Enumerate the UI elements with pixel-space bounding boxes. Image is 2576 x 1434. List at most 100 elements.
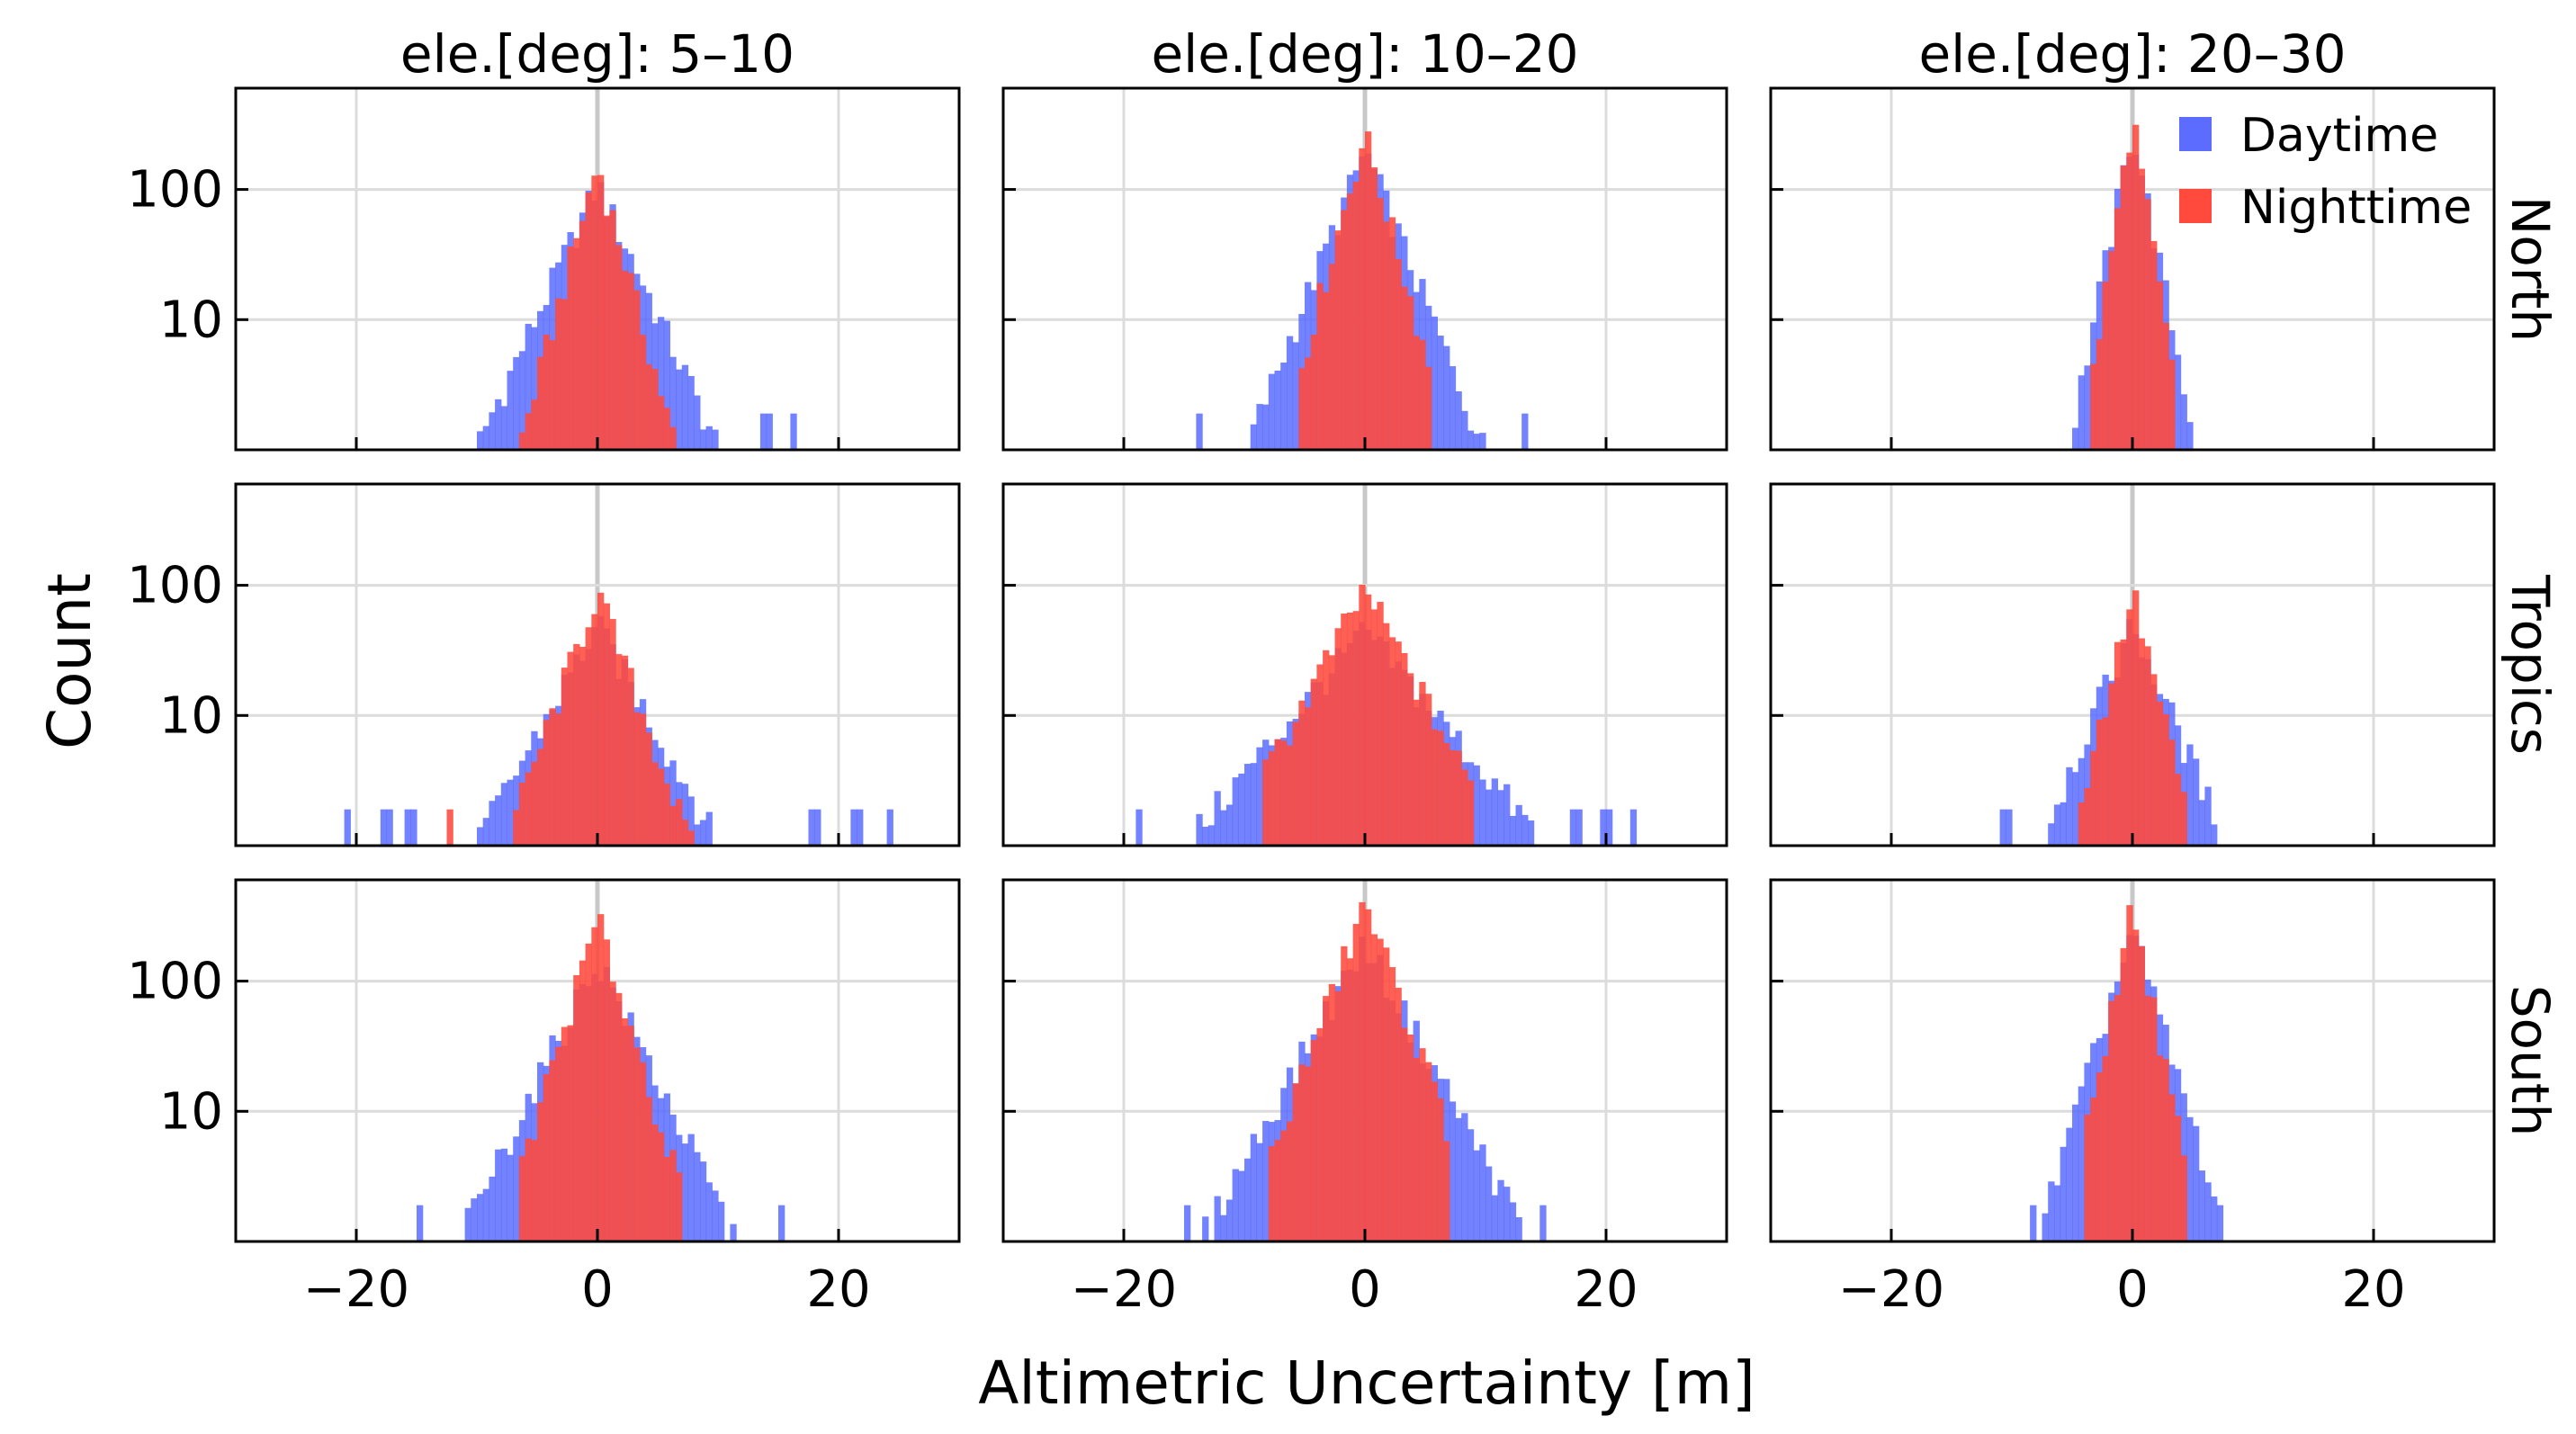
histogram-bar-daytime [2053, 1185, 2061, 1241]
histogram-bar-nighttime [663, 408, 670, 450]
histogram-bar-nighttime [1443, 1141, 1450, 1241]
series-nighttime [1298, 131, 1432, 451]
histogram-bar-nighttime [2138, 168, 2145, 450]
histogram-bar-nighttime [1352, 611, 1360, 846]
row-label-north: North [2500, 196, 2561, 342]
histogram-bar-daytime [464, 1207, 471, 1241]
histogram-bar-nighttime [531, 399, 538, 450]
histogram-bar-nighttime [2144, 646, 2151, 846]
histogram-bar-daytime [482, 818, 489, 846]
histogram-bar-daytime [669, 760, 677, 846]
histogram-bar-nighttime [585, 192, 592, 451]
histogram-bar-nighttime [1334, 230, 1342, 450]
histogram-bar-nighttime [597, 592, 605, 846]
histogram-bar-daytime [1521, 814, 1529, 846]
histogram-bar-nighttime [2162, 713, 2169, 846]
histogram-bar-nighttime [518, 432, 526, 450]
histogram-bar-nighttime [1406, 673, 1414, 846]
histogram-bar-nighttime [525, 772, 532, 846]
histogram-bar-nighttime [549, 1060, 556, 1241]
series-nighttime [2078, 590, 2187, 846]
histogram-bar-daytime [489, 1176, 496, 1241]
histogram-bar-nighttime [1365, 594, 1372, 846]
histogram-bar-daytime [525, 323, 532, 450]
histogram-bar-nighttime [1406, 1034, 1414, 1241]
histogram-bar-nighttime [525, 1138, 532, 1241]
histogram-bar-nighttime [2090, 1098, 2097, 1241]
histogram-bar-nighttime [676, 799, 683, 846]
histogram-bar-daytime [1606, 809, 1613, 846]
histogram-bar-daytime [712, 429, 719, 450]
histogram-bar-nighttime [513, 810, 520, 846]
histogram-bar-daytime [1479, 779, 1486, 846]
histogram-bar-daytime [507, 779, 514, 846]
histogram-bar-nighttime [561, 668, 569, 846]
histogram-bar-nighttime [2168, 739, 2176, 846]
histogram-bar-nighttime [2150, 997, 2158, 1241]
histogram-bar-nighttime [651, 369, 659, 450]
histogram-bar-nighttime [537, 356, 544, 450]
panel-tropics-ele-deg-5-10: 10 100 [127, 482, 961, 847]
histogram-bar-daytime [1443, 345, 1450, 450]
histogram-bar-daytime [687, 796, 695, 846]
histogram-bar-daytime [500, 406, 508, 450]
histogram-bar-nighttime [1455, 750, 1462, 846]
histogram-bar-nighttime [1425, 694, 1432, 846]
histogram-bar-daytime [658, 317, 665, 450]
histogram-bar-nighttime [1467, 780, 1475, 846]
histogram-bar-daytime [1497, 790, 1504, 846]
histogram-bar-daytime [730, 1223, 737, 1241]
histogram-bar-nighttime [531, 1140, 538, 1241]
histogram-bar-nighttime [549, 708, 556, 846]
histogram-bar-nighttime [1413, 1058, 1420, 1241]
x-tick-label: −20 [1071, 1260, 1177, 1319]
series-nighttime [1262, 584, 1475, 846]
histogram-bar-nighttime [1370, 934, 1378, 1241]
histogram-bar-nighttime [1431, 1081, 1438, 1241]
y-tick-label: 10 [159, 1082, 223, 1141]
histogram-bar-nighttime [1328, 655, 1336, 846]
histogram-bar-daytime [1431, 316, 1438, 450]
histogram-bar-nighttime [681, 820, 689, 846]
histogram-bar-nighttime [651, 1125, 659, 1241]
series-nighttime [1268, 901, 1450, 1241]
histogram-bar-daytime [1292, 342, 1299, 450]
panel-grid: ele.[deg]: 5–10 ele.[deg]: 10–20 ele.[deg]… [127, 23, 2561, 1319]
histogram-bar-daytime [1196, 813, 1203, 846]
histogram-bar-nighttime [1346, 193, 1354, 450]
histogram-bar-daytime [1196, 413, 1203, 450]
histogram-bar-nighttime [573, 974, 580, 1241]
histogram-bar-daytime [1244, 1158, 1252, 1241]
histogram-bar-nighttime [1346, 612, 1354, 846]
histogram-bar-daytime [1467, 430, 1475, 450]
histogram-bar-nighttime [1395, 259, 1402, 450]
series-nighttime [2084, 905, 2187, 1241]
histogram-bar-daytime [2216, 1205, 2224, 1241]
histogram-bar-nighttime [658, 1132, 665, 1241]
histogram-bar-daytime [482, 426, 489, 450]
histogram-bar-daytime [2180, 394, 2187, 450]
histogram-bar-nighttime [1298, 368, 1306, 450]
histogram-bar-daytime [471, 1198, 478, 1241]
y-tick-label: 100 [127, 161, 223, 220]
histogram-bar-nighttime [2162, 322, 2169, 450]
histogram-bar-nighttime [2084, 1114, 2091, 1241]
histogram-bar-nighttime [609, 210, 616, 450]
histogram-bar-daytime [681, 1143, 689, 1241]
histogram-bar-nighttime [1274, 1140, 1281, 1241]
x-tick-label: 20 [2341, 1260, 2405, 1319]
y-tick-label: 10 [159, 291, 223, 349]
histogram-bar-daytime [1262, 1121, 1270, 1241]
histogram-bar-nighttime [2120, 166, 2127, 450]
histogram-bar-daytime [1485, 1166, 1493, 1241]
histogram-bar-daytime [857, 809, 864, 846]
histogram-bar-nighttime [2114, 995, 2122, 1241]
histogram-bar-nighttime [1268, 1146, 1276, 1241]
histogram-bar-nighttime [1419, 681, 1426, 846]
histogram-bar-daytime [2072, 1104, 2079, 1241]
histogram-bar-nighttime [621, 271, 629, 450]
histogram-bar-nighttime [1310, 678, 1317, 846]
histogram-bar-nighttime [579, 220, 587, 450]
histogram-bar-daytime [694, 824, 701, 846]
